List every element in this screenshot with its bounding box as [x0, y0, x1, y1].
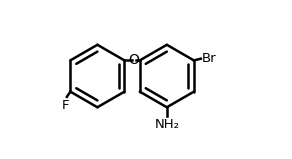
Text: NH₂: NH₂	[154, 118, 179, 131]
Text: F: F	[61, 99, 69, 112]
Text: Br: Br	[202, 52, 216, 65]
Text: O: O	[128, 53, 139, 67]
